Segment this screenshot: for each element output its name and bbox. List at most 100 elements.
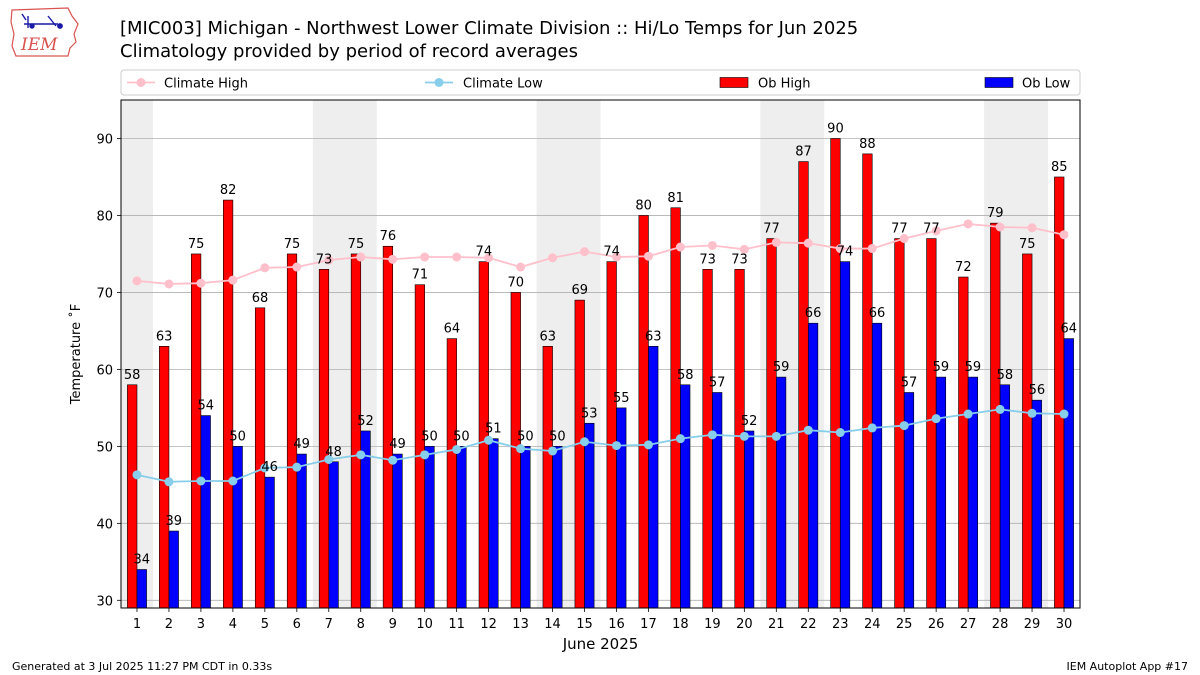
ob-low-bar	[584, 422, 595, 609]
climate-low-point	[803, 425, 813, 435]
x-tick-label: 23	[832, 617, 849, 632]
x-axis-label: June 2025	[562, 635, 639, 653]
ob-high-label: 88	[859, 137, 876, 152]
legend-marker-climate-high	[136, 78, 146, 87]
climate-low-point	[611, 441, 621, 451]
ob-low-label: 52	[357, 414, 374, 429]
ob-high-bar	[191, 253, 202, 609]
climate-high-point	[420, 252, 430, 262]
ob-high-bar	[286, 253, 298, 609]
ob-high-bar	[798, 161, 809, 609]
ob-low-label: 63	[645, 329, 662, 344]
ob-low-label: 49	[293, 437, 310, 452]
climate-low-point	[931, 414, 941, 424]
ob-low-label: 50	[421, 429, 438, 444]
app-label: IEM Autoplot App #17	[1066, 660, 1189, 673]
ob-low-label: 48	[325, 445, 342, 460]
ob-high-bar	[159, 346, 170, 609]
generated-timestamp: Generated at 3 Jul 2025 11:27 PM CDT in …	[12, 660, 273, 673]
ob-high-bar	[318, 269, 330, 609]
ob-high-bar	[542, 346, 553, 609]
ob-high-label: 76	[380, 229, 397, 244]
ob-low-bar	[776, 376, 787, 609]
climate-high-point	[1027, 223, 1037, 233]
x-tick-label: 12	[480, 617, 497, 632]
climate-high-point	[675, 242, 685, 252]
climate-low-point	[196, 476, 206, 486]
ob-high-bar	[254, 307, 266, 609]
x-tick-label: 3	[197, 617, 205, 632]
ob-high-label: 73	[316, 252, 333, 267]
legend-marker-climate-low	[434, 78, 444, 87]
x-tick-label: 22	[800, 617, 817, 632]
ob-low-bar	[424, 446, 435, 609]
climate-high-point	[324, 255, 334, 265]
climate-low-point	[899, 421, 909, 431]
ob-high-bar	[830, 138, 841, 609]
plot-frame	[120, 99, 1081, 609]
x-tick-label: 8	[357, 617, 365, 632]
ob-low-bar	[648, 346, 659, 609]
climate-low-point	[228, 476, 238, 486]
ob-high-label: 63	[539, 329, 556, 344]
x-tick-label: 14	[544, 617, 561, 632]
climate-low-point	[1059, 409, 1069, 419]
x-tick-label: 5	[261, 617, 269, 632]
iem-logo: IEM	[10, 7, 79, 57]
climate-high-point	[580, 247, 590, 257]
ob-low-label: 53	[581, 406, 598, 421]
climate-low-point	[771, 431, 781, 441]
legend-label-climate-low: Climate Low	[463, 77, 543, 92]
climate-low-point	[548, 446, 558, 456]
climate-high-point	[452, 252, 462, 262]
y-tick-label: 70	[96, 286, 113, 301]
ob-low-label: 50	[453, 429, 470, 444]
climate-low-point	[164, 477, 174, 487]
ob-low-bar	[1063, 338, 1074, 609]
ob-low-bar	[1031, 399, 1042, 609]
climate-low-point	[484, 435, 494, 445]
ob-high-bar	[766, 238, 777, 609]
ob-low-label: 74	[837, 245, 854, 260]
climate-high-point	[803, 238, 813, 248]
climate-high-point	[260, 263, 270, 273]
iowa-outline-icon	[10, 7, 79, 57]
ob-low-label: 54	[197, 399, 214, 414]
y-tick-label: 60	[96, 363, 113, 378]
ob-low-label: 50	[229, 429, 246, 444]
climate-low-point	[707, 430, 717, 440]
ob-low-label: 66	[805, 306, 822, 321]
ob-high-label: 90	[827, 121, 844, 136]
climate-high-point	[739, 244, 749, 254]
ob-low-label: 50	[549, 429, 566, 444]
x-tick-label: 6	[293, 617, 301, 632]
climate-high-point	[388, 254, 398, 264]
y-tick-label: 30	[96, 594, 113, 609]
climate-low-point	[356, 450, 366, 460]
ob-low-label: 64	[1061, 322, 1078, 337]
ob-low-bar	[488, 438, 499, 609]
ob-high-bar	[606, 261, 617, 609]
legend-swatch-ob-high	[719, 77, 749, 88]
ob-low-bar	[392, 453, 403, 609]
ob-low-bar	[935, 376, 947, 609]
x-tick-label: 27	[960, 617, 977, 632]
ob-high-label: 79	[987, 206, 1004, 221]
x-tick-label: 18	[672, 617, 689, 632]
x-tick-label: 11	[448, 617, 465, 632]
climate-high-point	[196, 278, 206, 288]
x-tick-label: 16	[608, 617, 625, 632]
y-tick-label: 80	[96, 209, 113, 224]
climate-low-point	[963, 409, 973, 419]
climate-low-point	[580, 437, 590, 447]
ob-high-label: 68	[252, 291, 269, 306]
ob-high-label: 73	[699, 252, 716, 267]
x-tick-label: 10	[416, 617, 433, 632]
ob-high-label: 85	[1051, 160, 1068, 175]
ob-low-bar	[264, 476, 275, 609]
climate-low-point	[132, 470, 142, 480]
x-tick-label: 20	[736, 617, 753, 632]
climate-high-point	[867, 244, 877, 254]
ob-high-label: 74	[476, 245, 493, 260]
title-line-1: [MIC003] Michigan - Northwest Lower Clim…	[120, 18, 859, 39]
